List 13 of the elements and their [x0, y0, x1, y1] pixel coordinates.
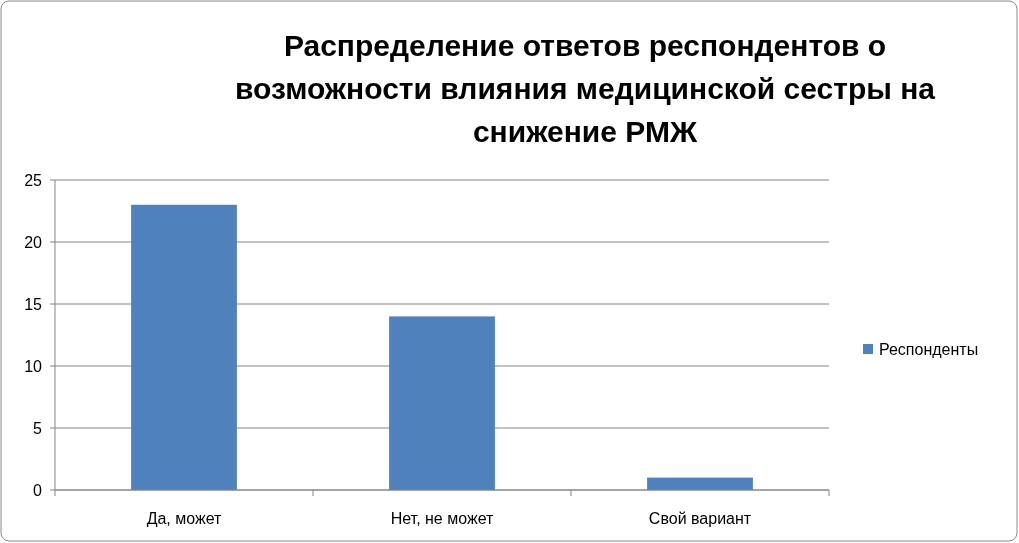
- legend-label: Респонденты: [879, 341, 979, 358]
- y-tick-label: 5: [33, 420, 43, 437]
- chart-title: Распределение ответов респондентов о возможности влияния медицинской сестры на снижение РМЖ: [234, 29, 936, 148]
- bar: [131, 204, 237, 490]
- y-tick-label: 25: [24, 172, 43, 189]
- y-tick-label: 10: [24, 358, 43, 375]
- x-tick-label: Нет, не может: [390, 510, 494, 527]
- x-tick-label: Свой вариант: [648, 510, 752, 527]
- x-tick-label: Да, может: [146, 510, 223, 527]
- y-tick-label: 15: [24, 296, 43, 313]
- y-tick-label: 0: [33, 482, 43, 499]
- bar: [389, 316, 495, 490]
- y-tick-label: 20: [24, 234, 43, 251]
